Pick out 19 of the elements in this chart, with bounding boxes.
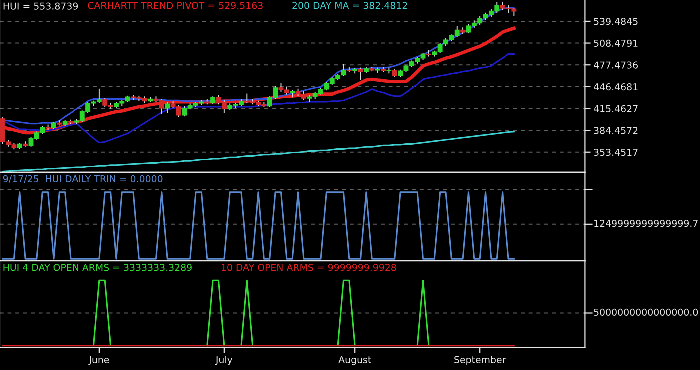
text: 10 DAY OPEN ARMS = 9999999.9928 (222, 264, 396, 272)
text: 5000000000000000.0 (594, 308, 698, 316)
x-tick-label: July (215, 356, 233, 366)
y-tick-label: 508.4791 (594, 40, 638, 48)
chart-title: HUI = 553.8739 (4, 2, 78, 10)
y-tick-label: 353.4517 (594, 148, 638, 156)
x-tick-label: September (454, 356, 506, 366)
y-tick-label: 446.4681 (594, 84, 638, 91)
y-tick-label: 539.4845 (594, 18, 638, 26)
x-tick-label: June (88, 356, 110, 366)
text: 1249999999999999.7 (594, 220, 698, 228)
series-label: HUI 4 DAY OPEN ARMS = 3333333.3289 (4, 264, 192, 272)
y-tick-label: 415.4627 (594, 105, 638, 112)
x-tick-label: August (338, 356, 372, 366)
y-tick-label: 477.4736 (594, 62, 638, 69)
text: 200 DAY MA = 382.4812 (292, 2, 408, 10)
series-label: 9/17/25 HUI DAILY TRIN = 0.0000 (3, 175, 163, 184)
y-tick-label: 384.4572 (594, 127, 638, 134)
text: CARHARTT TREND PIVOT = 529.5163 (88, 2, 263, 10)
